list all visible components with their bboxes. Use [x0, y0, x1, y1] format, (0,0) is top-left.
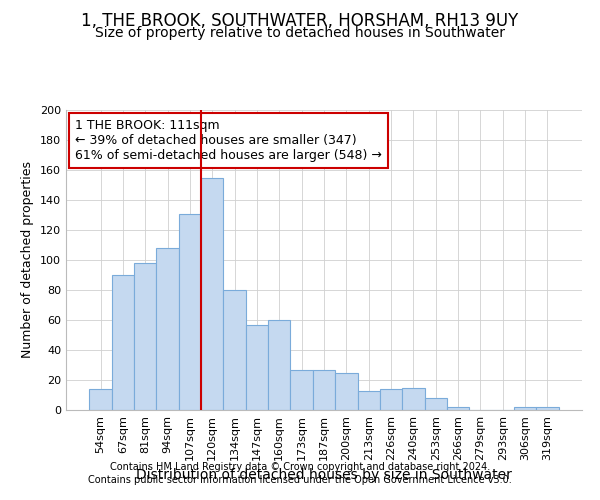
Bar	[514, 407, 536, 410]
Text: 1 THE BROOK: 111sqm
← 39% of detached houses are smaller (347)
61% of semi-detac: 1 THE BROOK: 111sqm ← 39% of detached ho…	[75, 119, 382, 162]
Bar	[313, 370, 335, 410]
Bar	[402, 388, 425, 410]
Text: Size of property relative to detached houses in Southwater: Size of property relative to detached ho…	[95, 26, 505, 40]
X-axis label: Distribution of detached houses by size in Southwater: Distribution of detached houses by size …	[136, 468, 512, 482]
Bar	[447, 407, 469, 410]
Bar	[380, 389, 402, 410]
Bar	[335, 372, 358, 410]
Bar	[157, 248, 179, 410]
Y-axis label: Number of detached properties: Number of detached properties	[22, 162, 34, 358]
Bar	[246, 324, 268, 410]
Text: 1, THE BROOK, SOUTHWATER, HORSHAM, RH13 9UY: 1, THE BROOK, SOUTHWATER, HORSHAM, RH13 …	[82, 12, 518, 30]
Bar	[268, 320, 290, 410]
Bar	[179, 214, 201, 410]
Bar	[134, 263, 157, 410]
Bar	[223, 290, 246, 410]
Bar	[290, 370, 313, 410]
Bar	[358, 390, 380, 410]
Text: Contains HM Land Registry data © Crown copyright and database right 2024.: Contains HM Land Registry data © Crown c…	[110, 462, 490, 472]
Bar	[89, 389, 112, 410]
Bar	[201, 178, 223, 410]
Bar	[425, 398, 447, 410]
Bar	[536, 407, 559, 410]
Bar	[112, 275, 134, 410]
Text: Contains public sector information licensed under the Open Government Licence v3: Contains public sector information licen…	[88, 475, 512, 485]
